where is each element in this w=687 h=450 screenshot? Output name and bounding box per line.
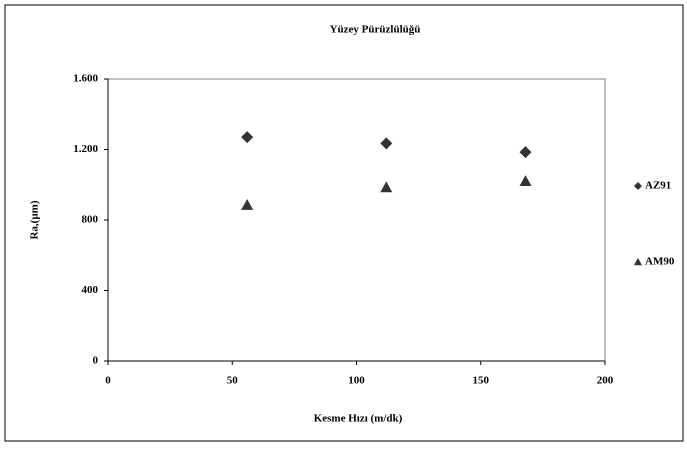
legend-marker [634,258,642,266]
y-tick-label: 0 [93,355,99,367]
x-tick-label: 50 [227,375,239,387]
data-point [519,146,532,159]
data-point [241,131,254,144]
legend-label: AM90 [645,256,675,268]
legend-marker [634,182,642,190]
data-point [380,137,393,150]
x-tick-label: 150 [473,375,490,387]
x-tick-label: 100 [348,375,365,387]
y-tick-label: 1.600 [73,73,98,85]
x-tick-label: 0 [105,375,111,387]
data-point [519,175,532,187]
y-axis-label: Ra,(µm) [29,200,41,239]
data-point [380,181,393,193]
chart-border [4,4,684,442]
legend-label: AZ91 [645,180,671,192]
chart-title: Yüzey Pürüzlülüğü [330,24,421,36]
data-point [241,199,254,210]
x-axis-label: Kesme Hızı (m/dk) [314,413,403,425]
x-tick-label: 200 [597,375,614,387]
y-tick-label: 400 [82,284,99,296]
y-tick-label: 1.200 [73,143,98,155]
y-tick-label: 800 [82,214,99,226]
